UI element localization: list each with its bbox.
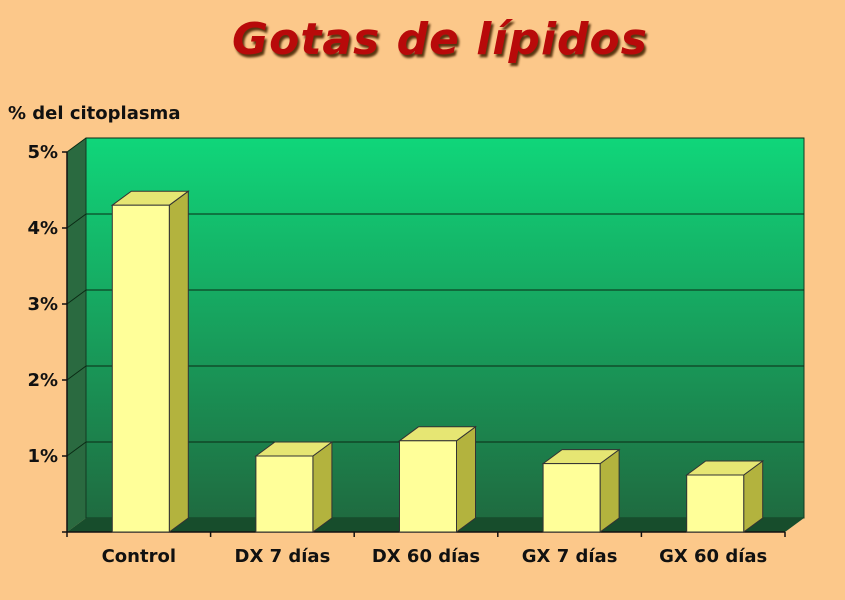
x-tick-label: GX 60 días — [659, 546, 767, 567]
x-tick-label: Control — [102, 546, 176, 567]
bar — [542, 463, 601, 533]
bar — [686, 474, 745, 533]
gridline-side — [66, 289, 87, 305]
y-tick-label: 2% — [27, 370, 58, 391]
gridline-side — [66, 137, 87, 153]
bar — [255, 455, 314, 533]
bar-side — [168, 190, 189, 533]
y-tick-label: 1% — [27, 446, 58, 467]
y-axis-label: % del citoplasma — [8, 103, 181, 124]
y-tick-label: 4% — [27, 218, 58, 239]
chart-title: Gotas de lípidos — [232, 14, 648, 65]
x-tick-label: DX 7 días — [235, 546, 331, 567]
y-tick-label: 3% — [27, 294, 58, 315]
side-wall — [67, 138, 86, 532]
x-tick-label: DX 60 días — [372, 546, 480, 567]
bar — [399, 440, 457, 533]
bar — [111, 204, 170, 533]
y-tick-label: 5% — [27, 142, 58, 163]
x-tick-label: GX 7 días — [522, 546, 618, 567]
bar-side — [456, 425, 476, 533]
gridline-side — [66, 441, 87, 457]
gridline-side — [66, 365, 87, 381]
bar-side — [312, 441, 333, 533]
gridline-side — [66, 213, 87, 229]
